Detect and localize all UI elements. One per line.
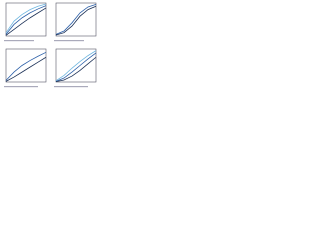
line-series	[5, 5, 47, 35]
line-series	[5, 7, 47, 36]
line-series	[55, 52, 97, 82]
plot-frame	[55, 2, 97, 37]
line-series	[55, 56, 97, 83]
caption-line	[4, 40, 34, 42]
line-series	[55, 3, 97, 35]
caption-line	[54, 40, 84, 42]
figure	[0, 0, 100, 91]
line-series	[5, 56, 47, 82]
plot-frame	[5, 48, 47, 83]
line-series	[5, 51, 47, 81]
caption-line	[4, 86, 38, 88]
line-series	[55, 50, 97, 82]
line-series	[55, 5, 97, 36]
background	[0, 0, 100, 91]
line-series	[5, 3, 47, 33]
plot-frame	[5, 2, 47, 37]
caption-line	[54, 86, 88, 88]
plot-frame	[55, 48, 97, 83]
